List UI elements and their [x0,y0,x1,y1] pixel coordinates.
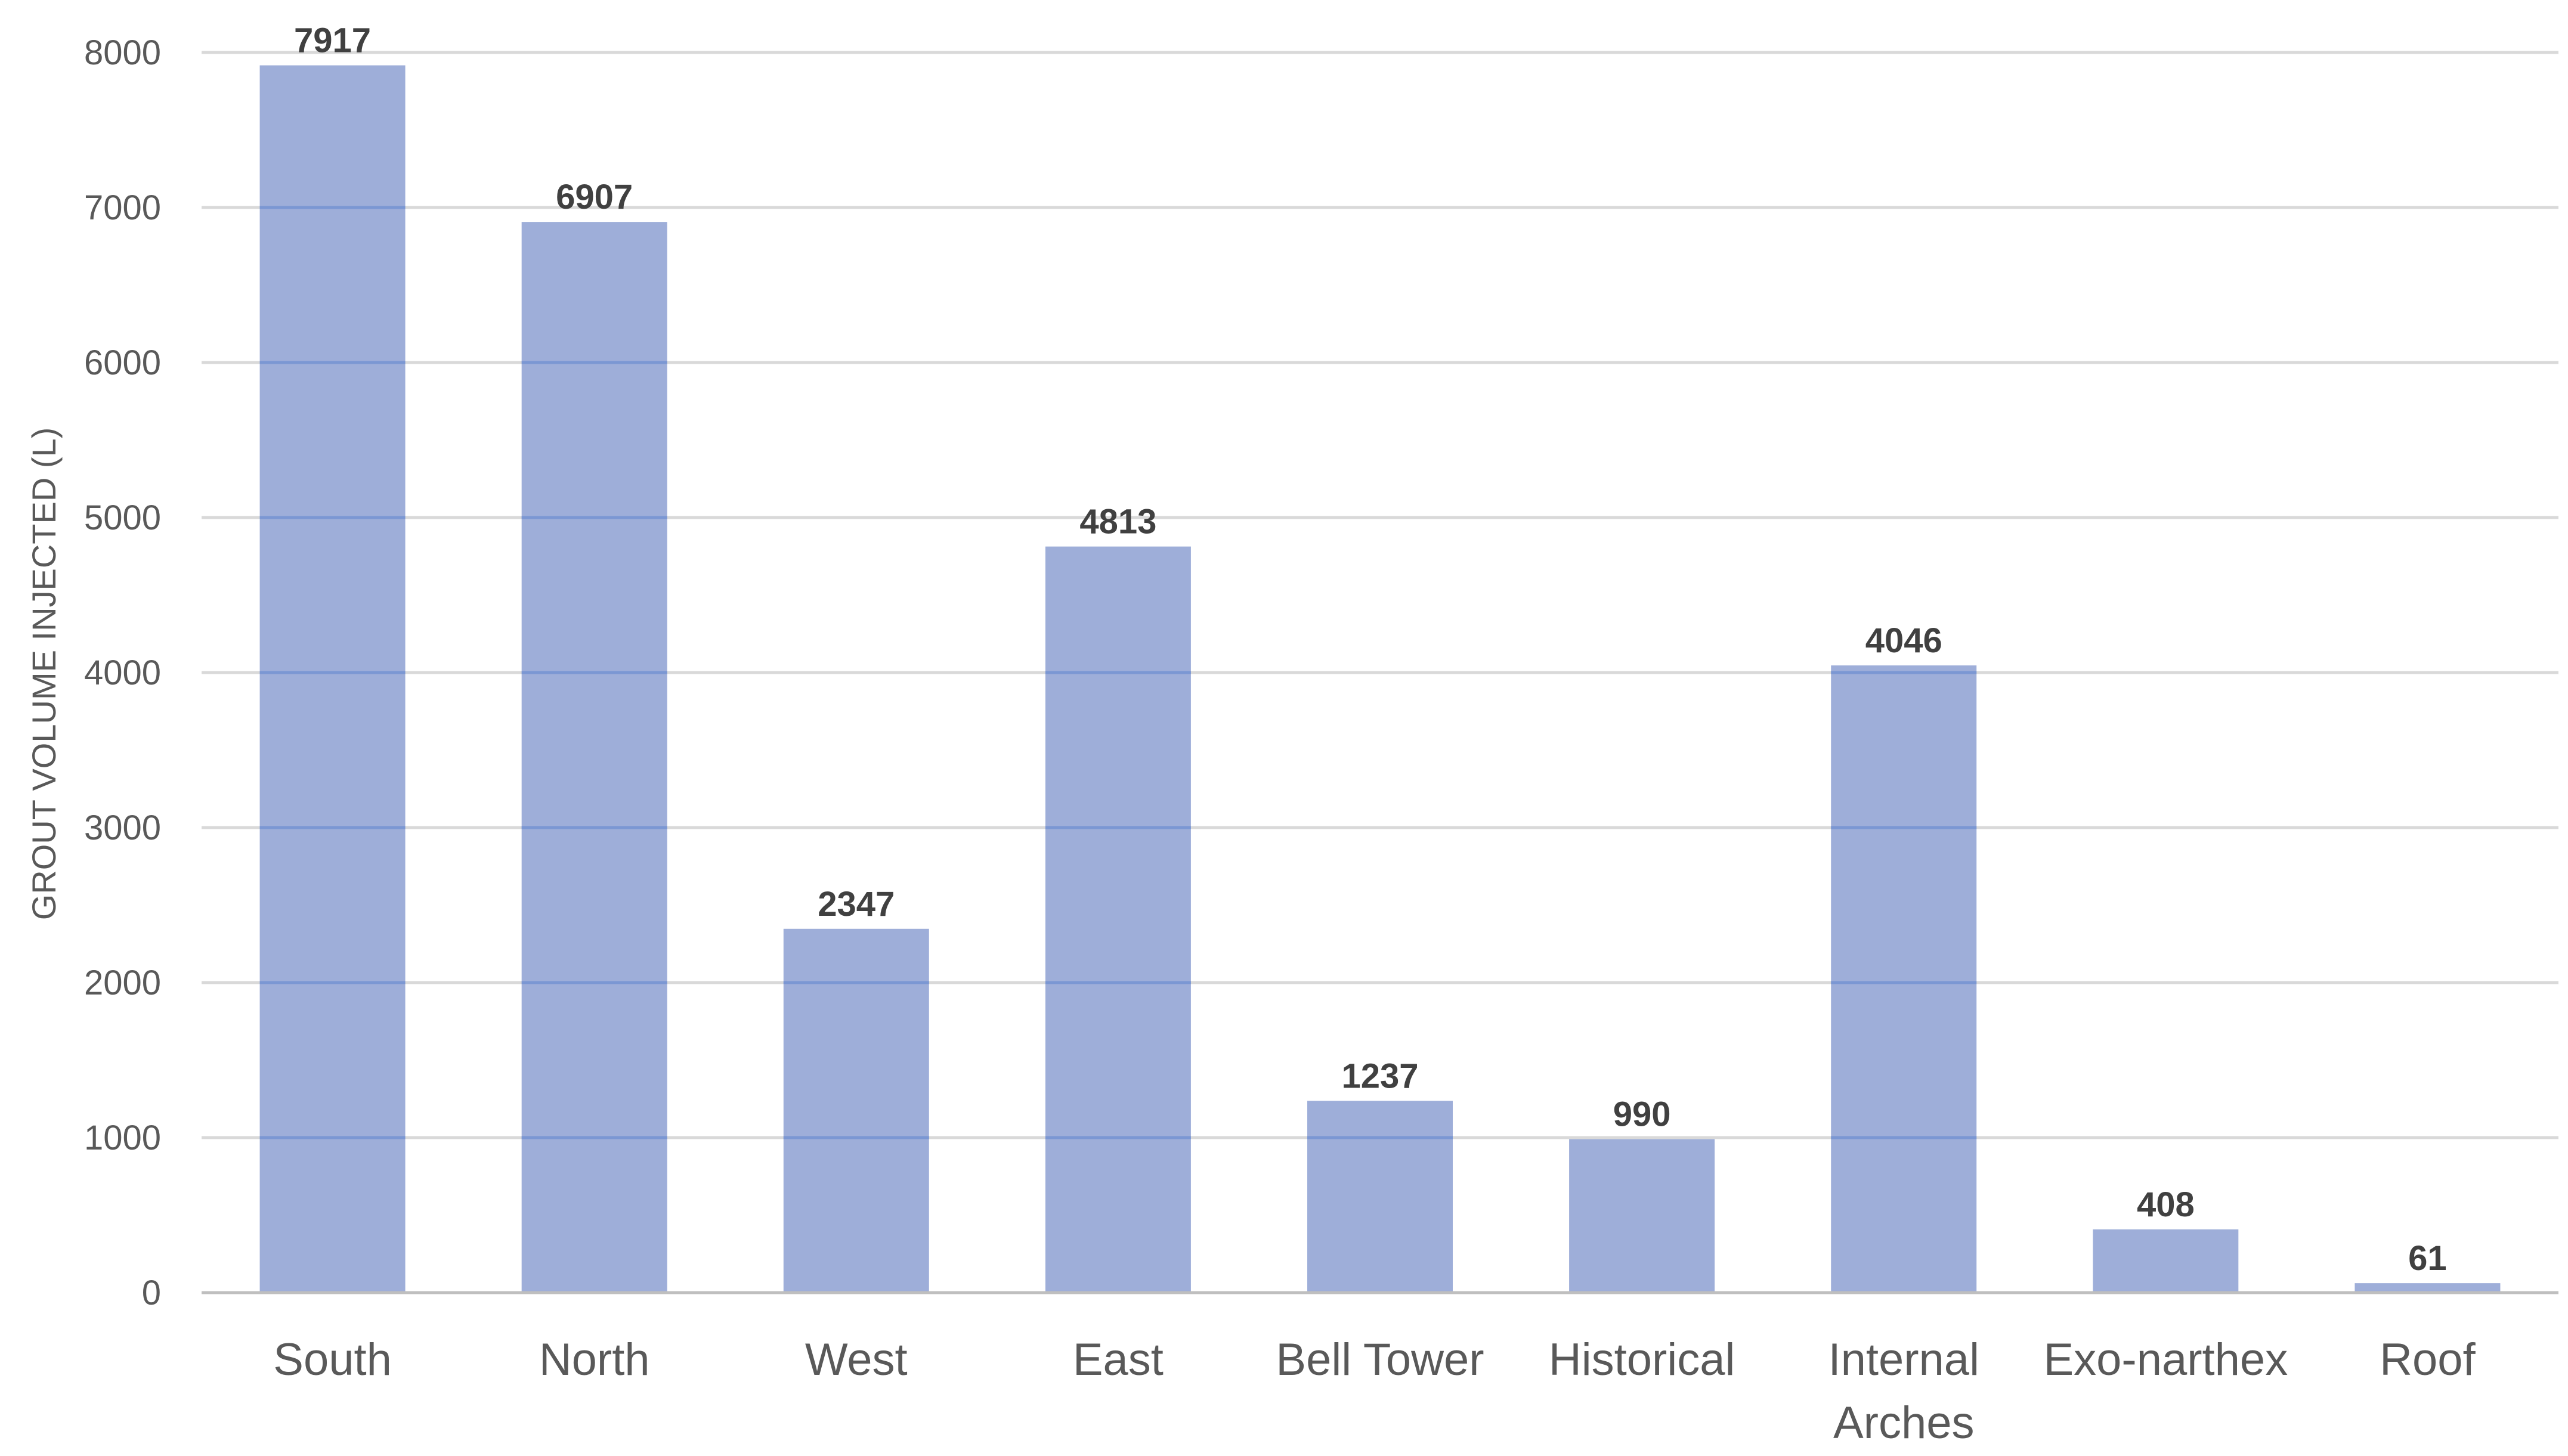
x-category-label: Historical [1549,1334,1735,1385]
data-label: 2347 [818,885,895,924]
y-tick-label: 7000 [84,188,161,227]
y-tick-label: 8000 [84,33,161,72]
x-category-label: North [539,1334,650,1385]
data-labels: 7917 6907 2347 4813 1237 990 4046 408 61 [294,21,2447,1278]
data-label: 61 [2408,1239,2447,1278]
bar [1307,1101,1453,1293]
bar [1569,1139,1715,1293]
x-category-label: Exo-narthex [2043,1334,2288,1385]
data-label: 7917 [294,21,371,60]
x-category-label: Bell Tower [1276,1334,1484,1385]
y-tick-label: 6000 [84,343,161,382]
x-category-label: Internal [1828,1334,1979,1385]
bar [259,65,406,1293]
x-category-label: Roof [2380,1334,2476,1385]
y-tick-label: 1000 [84,1119,161,1157]
bar [783,928,929,1293]
y-tick-label: 3000 [84,808,161,847]
data-label: 990 [1613,1095,1671,1134]
y-tick-label: 5000 [84,498,161,537]
data-label: 4046 [1865,621,1942,660]
y-tick-labels: 0 1000 2000 3000 4000 5000 6000 7000 8000 [84,33,161,1312]
gridlines-over-bars [259,206,1977,1139]
y-tick-label: 0 [142,1274,161,1312]
y-tick-label: 2000 [84,964,161,1002]
y-tick-label: 4000 [84,653,161,692]
x-category-label: West [805,1334,908,1385]
data-label: 4813 [1079,503,1156,541]
bar [1831,665,1977,1293]
data-label: 408 [2137,1185,2195,1224]
data-label: 1237 [1341,1057,1418,1095]
bar [521,222,667,1293]
bars [259,65,2501,1293]
x-category-label: Arches [1833,1398,1975,1448]
x-category-label: South [273,1334,392,1385]
bar [2354,1283,2501,1293]
x-category-label: East [1073,1334,1164,1385]
y-axis-title: GROUT VOLUME INJECTED (L) [25,427,63,921]
x-category-labels: South North West East Bell Tower Historical In… [273,1334,2476,1448]
data-label: 6907 [556,178,633,216]
bar [2093,1229,2239,1293]
bar [1045,546,1191,1293]
